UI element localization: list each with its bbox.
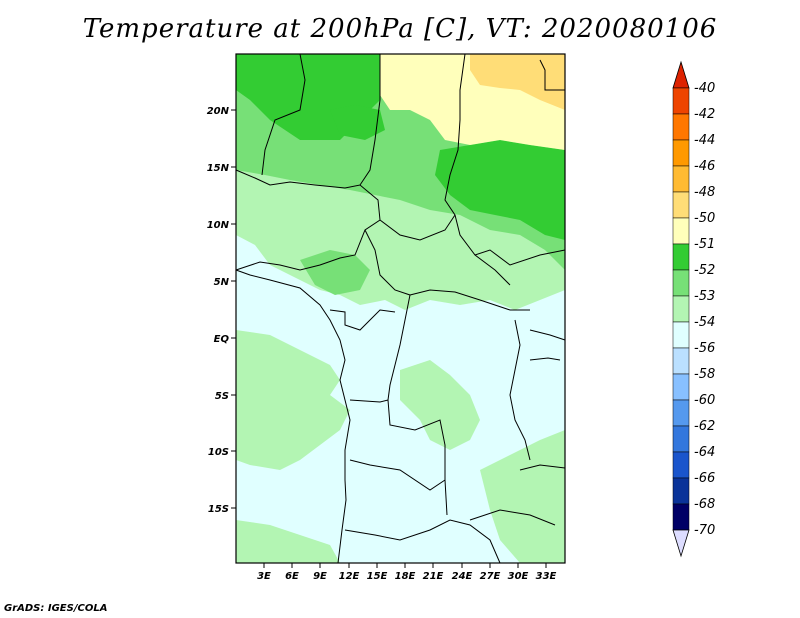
colorbar-bottom-arrow <box>672 529 690 558</box>
lon-label: 33E <box>536 571 557 582</box>
colorbar-label: -40 <box>694 81 715 96</box>
colorbar-swatch <box>672 321 690 349</box>
colorbar-label: -62 <box>694 419 715 434</box>
field-lightgreen-sw <box>236 520 340 563</box>
map-frame <box>235 53 566 564</box>
field-lightgreen-se <box>480 430 565 563</box>
colorbar-swatch <box>672 269 690 297</box>
colorbar-swatch <box>672 165 690 193</box>
colorbar-label: -44 <box>694 133 715 148</box>
colorbar-swatch <box>672 217 690 245</box>
lat-axis: 20N 15N 10N 5N EQ 5S 10S 15S <box>207 106 236 515</box>
lon-label: 12E <box>339 571 360 582</box>
lon-label: 15E <box>367 571 388 582</box>
field-lightgreen-east <box>400 360 480 450</box>
colorbar-swatch <box>672 295 690 323</box>
colorbar-swatch <box>672 139 690 167</box>
map-area <box>235 53 566 564</box>
colorbar-label: -48 <box>694 185 715 200</box>
lat-label: 5N <box>214 277 230 288</box>
colorbar-swatch <box>672 191 690 219</box>
grads-credit: GrADS: IGES/COLA <box>4 603 108 614</box>
colorbar-label: -54 <box>694 315 715 330</box>
colorbar-swatch <box>672 113 690 141</box>
colorbar-swatch <box>672 451 690 479</box>
colorbar-label: -70 <box>694 523 715 538</box>
field-darkgreen-mid <box>330 105 385 140</box>
lat-label: 10S <box>208 447 229 458</box>
lon-label: 9E <box>313 571 327 582</box>
colorbar-swatch <box>672 243 690 271</box>
colorbar-swatch <box>672 477 690 505</box>
lon-axis: 3E 6E 9E 12E 15E 18E 21E 24E 27E 30E 33E <box>257 563 557 582</box>
colorbar-label: -52 <box>694 263 715 278</box>
lon-label: 6E <box>285 571 299 582</box>
colorbar-label: -50 <box>694 211 715 226</box>
colorbar-swatch <box>672 87 690 115</box>
lon-label: 27E <box>480 571 501 582</box>
colorbar-label: -60 <box>694 393 715 408</box>
colorbar-label: -68 <box>694 497 715 512</box>
colorbar-swatch <box>672 425 690 453</box>
colorbar-label: -51 <box>694 237 715 252</box>
colorbar-label: -46 <box>694 159 715 174</box>
field-yellow <box>470 54 565 110</box>
lon-label: 18E <box>395 571 416 582</box>
lon-label: 24E <box>452 571 473 582</box>
field-lightgreen-south <box>236 330 350 470</box>
colorbar-top-arrow <box>672 60 690 89</box>
colorbar-swatch <box>672 503 690 531</box>
lat-label: 15S <box>208 504 229 515</box>
lon-label: 30E <box>508 571 529 582</box>
lat-label: 20N <box>207 106 230 117</box>
field-midgreen-2 <box>300 250 370 295</box>
borders <box>235 53 566 564</box>
colorbar-label: -58 <box>694 367 715 382</box>
lat-label: 5S <box>215 391 229 402</box>
lat-label: 10N <box>207 220 230 231</box>
colorbar-label: -42 <box>694 107 715 122</box>
colorbar-swatch <box>672 373 690 401</box>
colorbar-swatch <box>672 347 690 375</box>
colorbar: -40 -42 -44 -46 -48 -50 -51 -52 -53 -54 … <box>672 60 715 558</box>
lon-label: 21E <box>423 571 444 582</box>
lat-label: EQ <box>214 334 230 345</box>
colorbar-label: -66 <box>694 471 715 486</box>
lon-label: 3E <box>257 571 271 582</box>
colorbar-label: -64 <box>694 445 715 460</box>
colorbar-label: -53 <box>694 289 715 304</box>
lat-label: 15N <box>207 163 230 174</box>
map-title: Temperature at 200hPa [C], VT: 202008010… <box>82 14 718 44</box>
colorbar-label: -56 <box>694 341 715 356</box>
colorbar-swatch <box>672 399 690 427</box>
field-darkgreen-east <box>435 140 565 240</box>
